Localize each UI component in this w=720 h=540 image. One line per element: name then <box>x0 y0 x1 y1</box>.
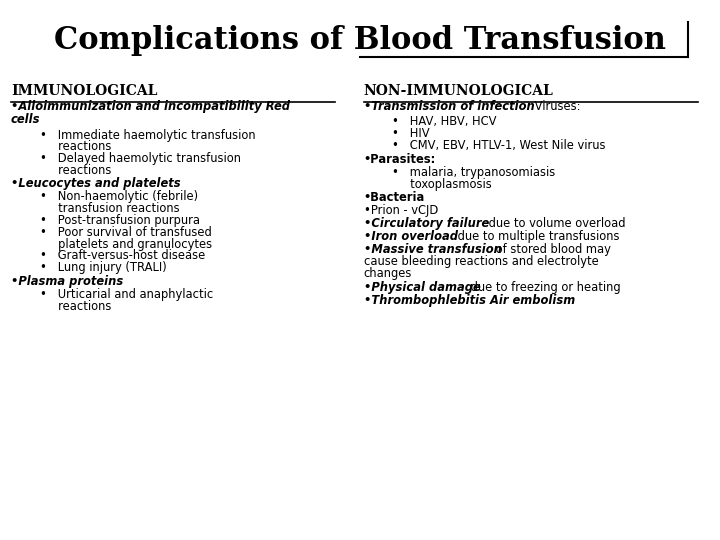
Text: •   malaria, trypanosomiasis: • malaria, trypanosomiasis <box>392 166 556 179</box>
Text: •Bacteria: •Bacteria <box>364 191 425 204</box>
Text: changes: changes <box>364 267 412 280</box>
Text: •Plasma proteins: •Plasma proteins <box>11 275 123 288</box>
Text: cause bleeding reactions and electrolyte: cause bleeding reactions and electrolyte <box>364 255 598 268</box>
Text: •Leucocytes and platelets: •Leucocytes and platelets <box>11 177 181 190</box>
Text: Viruses:: Viruses: <box>531 100 580 113</box>
Text: toxoplasmosis: toxoplasmosis <box>392 178 492 191</box>
Text: •   Non-haemolytic (febrile): • Non-haemolytic (febrile) <box>40 190 198 203</box>
Text: •   Immediate haemolytic transfusion: • Immediate haemolytic transfusion <box>40 129 255 141</box>
Text: reactions: reactions <box>40 140 111 153</box>
Text: •Circulatory failure: •Circulatory failure <box>364 217 489 230</box>
Text: •Iron overload: •Iron overload <box>364 230 458 243</box>
Text: •   Graft-versus-host disease: • Graft-versus-host disease <box>40 249 205 262</box>
Text: platelets and granulocytes: platelets and granulocytes <box>40 238 212 251</box>
Text: Complications of Blood Transfusion: Complications of Blood Transfusion <box>54 25 666 56</box>
Text: reactions: reactions <box>40 164 111 177</box>
Text: reactions: reactions <box>40 300 111 313</box>
Text: •   HAV, HBV, HCV: • HAV, HBV, HCV <box>392 115 497 128</box>
Text: transfusion reactions: transfusion reactions <box>40 202 179 215</box>
Text: •   Delayed haemolytic transfusion: • Delayed haemolytic transfusion <box>40 152 240 165</box>
Text: NON-IMMUNOLOGICAL: NON-IMMUNOLOGICAL <box>364 84 554 98</box>
Text: •   Urticarial and anaphylactic: • Urticarial and anaphylactic <box>40 288 213 301</box>
Text: •Transmission of infection: •Transmission of infection <box>364 100 534 113</box>
Text: •Thrombophlebitis Air embolism: •Thrombophlebitis Air embolism <box>364 294 575 307</box>
Text: •Physical damage: •Physical damage <box>364 281 480 294</box>
Text: cells: cells <box>11 113 40 126</box>
Text: •   HIV: • HIV <box>392 127 430 140</box>
Text: •   Lung injury (TRALI): • Lung injury (TRALI) <box>40 261 166 274</box>
Text: •   Post-transfusion purpura: • Post-transfusion purpura <box>40 214 199 227</box>
Text: of stored blood may: of stored blood may <box>492 243 611 256</box>
Text: due to multiple transfusions: due to multiple transfusions <box>454 230 620 243</box>
Text: •   Poor survival of transfused: • Poor survival of transfused <box>40 226 212 239</box>
Text: due to freezing or heating: due to freezing or heating <box>467 281 620 294</box>
Text: •   CMV, EBV, HTLV-1, West Nile virus: • CMV, EBV, HTLV-1, West Nile virus <box>392 139 606 152</box>
Text: •Parasites:: •Parasites: <box>364 153 436 166</box>
Text: •Massive transfusion: •Massive transfusion <box>364 243 501 256</box>
Text: IMMUNOLOGICAL: IMMUNOLOGICAL <box>11 84 157 98</box>
Text: due to volume overload: due to volume overload <box>485 217 625 230</box>
Text: •Alloimmunization and incompatibility Red: •Alloimmunization and incompatibility Re… <box>11 100 289 113</box>
Text: •Prion - vCJD: •Prion - vCJD <box>364 204 438 217</box>
